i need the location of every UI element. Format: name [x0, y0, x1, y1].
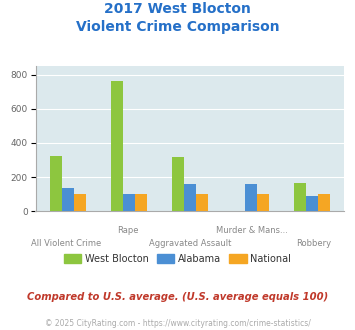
Bar [196, 194, 208, 211]
Bar [171, 156, 184, 211]
Text: © 2025 CityRating.com - https://www.cityrating.com/crime-statistics/: © 2025 CityRating.com - https://www.city… [45, 319, 310, 328]
Bar [184, 184, 196, 211]
Bar [294, 183, 306, 211]
Bar [74, 194, 86, 211]
Bar [135, 194, 147, 211]
Text: Robbery: Robbery [296, 239, 331, 248]
Text: Compared to U.S. average. (U.S. average equals 100): Compared to U.S. average. (U.S. average … [27, 292, 328, 302]
Bar [50, 156, 62, 211]
Text: 2017 West Blocton: 2017 West Blocton [104, 2, 251, 16]
Bar [318, 194, 330, 211]
Text: Violent Crime Comparison: Violent Crime Comparison [76, 20, 279, 34]
Bar [110, 81, 123, 211]
Legend: West Blocton, Alabama, National: West Blocton, Alabama, National [60, 249, 295, 267]
Bar [62, 188, 74, 211]
Bar [245, 184, 257, 211]
Text: Rape: Rape [118, 226, 139, 235]
Bar [123, 194, 135, 211]
Text: Aggravated Assault: Aggravated Assault [149, 239, 231, 248]
Bar [306, 196, 318, 211]
Bar [257, 194, 269, 211]
Text: Murder & Mans...: Murder & Mans... [216, 226, 288, 235]
Text: All Violent Crime: All Violent Crime [31, 239, 102, 248]
